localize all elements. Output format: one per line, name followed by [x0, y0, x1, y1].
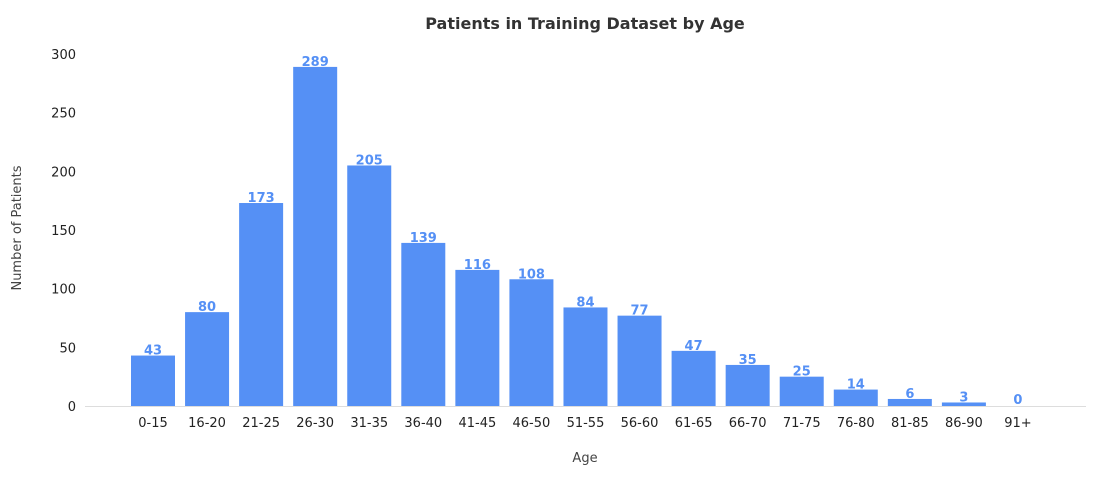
bar-value-label: 116: [464, 258, 491, 273]
bar: [131, 355, 175, 406]
y-axis-ticks: 0 50 100 150 200 250 300: [51, 48, 76, 415]
x-tick-label: 81-85: [891, 416, 929, 431]
bar-value-label: 108: [518, 267, 545, 282]
bar-value-label: 80: [198, 300, 216, 315]
bar-value-label: 0: [1013, 393, 1022, 408]
bar-value-label: 35: [739, 353, 757, 368]
y-tick-label: 150: [51, 224, 76, 239]
bar-value-label: 77: [630, 304, 648, 319]
x-tick-label: 66-70: [729, 416, 767, 431]
chart-title: Patients in Training Dataset by Age: [425, 14, 745, 33]
y-tick-label: 0: [68, 400, 76, 415]
bar: [617, 315, 662, 406]
bar: [509, 279, 554, 406]
x-tick-label: 0-15: [138, 416, 168, 431]
bar: [347, 165, 392, 406]
bar-value-label: 289: [302, 55, 329, 70]
x-tick-label: 86-90: [945, 416, 983, 431]
y-axis-label: Number of Patients: [10, 165, 25, 290]
y-tick-label: 200: [51, 165, 76, 180]
data-labels: 43 80 173 289 205 139 116 108 84 77 47 35 25 14 6 3 0: [144, 55, 1023, 408]
bar-value-label: 6: [905, 387, 914, 402]
y-tick-label: 250: [51, 107, 76, 122]
bar: [833, 389, 878, 406]
bar-value-label: 3: [959, 390, 968, 405]
bar: [239, 203, 284, 406]
x-tick-label: 21-25: [242, 416, 280, 431]
x-tick-label: 61-65: [675, 416, 713, 431]
bar: [671, 350, 716, 406]
x-tick-label: 26-30: [296, 416, 334, 431]
y-tick-label: 100: [51, 283, 76, 298]
bar: [779, 376, 824, 406]
x-tick-label: 56-60: [621, 416, 659, 431]
x-tick-label: 91+: [1004, 416, 1031, 431]
x-tick-label: 36-40: [404, 416, 442, 431]
bar-value-label: 43: [144, 344, 162, 359]
x-tick-label: 31-35: [350, 416, 388, 431]
bar-value-label: 84: [576, 295, 594, 310]
bar: [941, 402, 986, 406]
bar: [725, 364, 770, 406]
bars: [131, 66, 986, 406]
bar: [887, 398, 932, 406]
y-tick-label: 50: [59, 341, 76, 356]
x-tick-label: 41-45: [458, 416, 496, 431]
x-axis-label: Age: [572, 451, 597, 466]
x-axis-ticks: 0-15 16-20 21-25 26-30 31-35 36-40 41-45 46-50 5…: [138, 416, 1031, 431]
bar-value-label: 14: [847, 378, 865, 393]
y-tick-label: 300: [51, 48, 76, 63]
bar: [455, 269, 500, 406]
x-tick-label: 16-20: [188, 416, 226, 431]
bar: [293, 66, 338, 406]
bar-value-label: 25: [793, 365, 811, 380]
x-tick-label: 71-75: [783, 416, 821, 431]
x-tick-label: 76-80: [837, 416, 875, 431]
x-tick-label: 51-55: [567, 416, 605, 431]
bar-value-label: 205: [356, 153, 383, 168]
bar: [563, 307, 608, 406]
x-tick-label: 46-50: [513, 416, 551, 431]
bar-value-label: 47: [685, 339, 703, 354]
bar: [401, 242, 446, 406]
bar-value-label: 139: [410, 231, 437, 246]
bar-value-label: 173: [248, 191, 275, 206]
bar: [185, 312, 230, 406]
